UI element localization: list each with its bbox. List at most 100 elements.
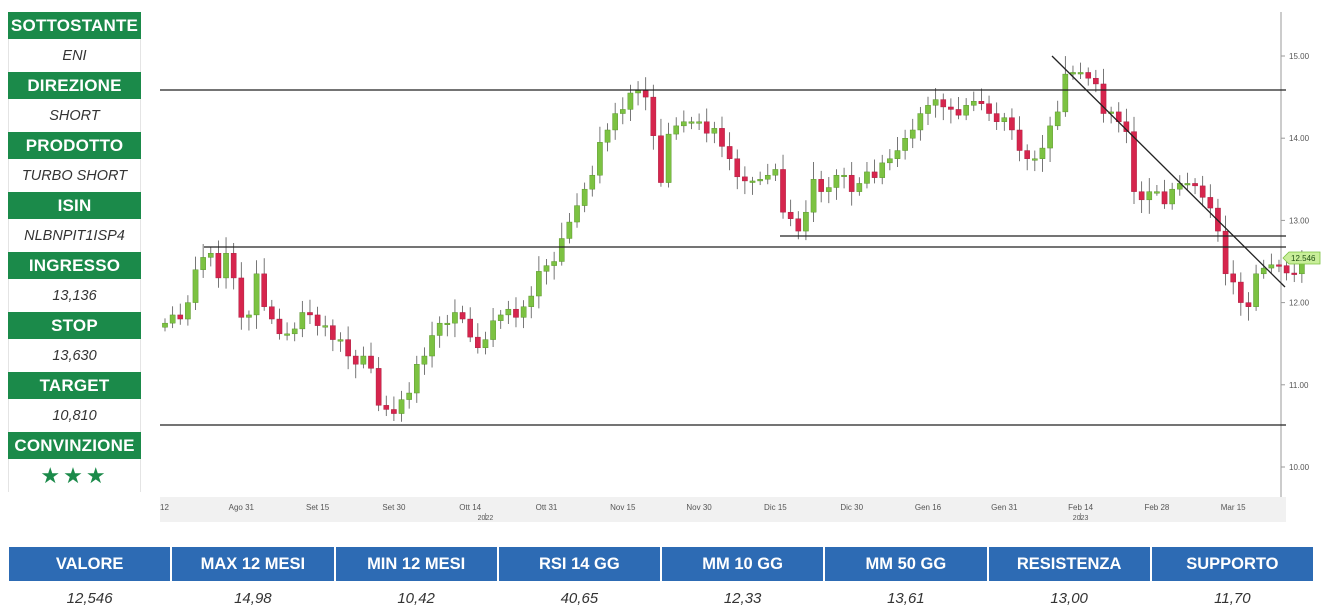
candle-body (757, 179, 763, 182)
last-price-label: 12.546 (1291, 254, 1316, 263)
candle-up (803, 200, 809, 241)
candle-body (620, 109, 626, 114)
year-label: 2023 (1073, 515, 1089, 522)
stat-value: 14,98 (172, 581, 334, 616)
candle-down (993, 102, 1000, 130)
candle-down (345, 326, 351, 370)
candle-up (879, 154, 886, 185)
candle-down (1238, 272, 1244, 316)
candle-body (352, 355, 359, 365)
candle-up (902, 129, 908, 160)
x-tick-label: Nov 30 (686, 503, 712, 512)
candle-body (772, 169, 779, 176)
candle-up (711, 121, 718, 144)
candle-body (902, 137, 908, 151)
y-tick-label: 10.00 (1289, 463, 1310, 472)
candle-down (215, 240, 222, 288)
candle-up (681, 110, 687, 133)
candle-up (963, 98, 969, 121)
candle-body (490, 320, 496, 340)
candle-body (1238, 281, 1244, 303)
candle-body (826, 187, 832, 192)
candle-body (284, 333, 290, 336)
candle-down (352, 349, 359, 379)
candle-up (1253, 264, 1259, 311)
candle-body (452, 312, 458, 324)
candle-up (925, 96, 931, 126)
candle-body (833, 174, 840, 188)
candle-up (551, 251, 557, 280)
candle-up (436, 316, 443, 348)
candle-body (711, 128, 718, 134)
candle-body (764, 174, 771, 180)
candle-body (1253, 273, 1259, 307)
candle-down (742, 166, 748, 195)
candle-body (780, 169, 786, 213)
candle-down (719, 116, 725, 158)
candle-up (162, 318, 168, 332)
stat-header: MM 50 GG (825, 547, 987, 581)
candle-down (475, 323, 481, 354)
direction-value: SHORT (8, 99, 141, 132)
stat-value: 13,00 (988, 581, 1150, 616)
candle-body (970, 101, 977, 106)
candle-body (993, 113, 1000, 122)
candle-up (299, 300, 306, 338)
candle-body (681, 121, 687, 127)
candle-down (230, 243, 237, 290)
candle-up (398, 390, 405, 422)
candle-body (520, 306, 527, 318)
candle-body (604, 129, 611, 143)
candle-down (795, 211, 802, 240)
stats-col-rsi: RSI 14 GG 40,65 (498, 547, 660, 616)
entry-value: 13,136 (8, 279, 141, 312)
candle-down (330, 319, 336, 352)
candle-body (1100, 83, 1107, 114)
candle-up (635, 81, 641, 106)
candle-up (1260, 259, 1267, 279)
stats-col-min: MIN 12 MESI 10,42 (335, 547, 497, 616)
candle-down (1115, 102, 1122, 133)
candle-up (1054, 100, 1061, 130)
stat-header: MM 10 GG (662, 547, 824, 581)
candle-body (1260, 267, 1267, 275)
x-tick-label: Dic 30 (840, 503, 863, 512)
candle-down (1016, 116, 1023, 162)
candle-down (986, 95, 992, 121)
candle-body (185, 302, 191, 320)
candle-body (1047, 125, 1053, 149)
candle-down (871, 159, 878, 184)
stats-table: VALORE 12,546 MAX 12 MESI 14,98 MIN 12 M… (9, 547, 1313, 616)
candle-up (452, 299, 458, 338)
candle-body (1093, 77, 1099, 85)
candle-body (963, 105, 969, 116)
candle-up (597, 126, 603, 184)
candle-body (475, 336, 481, 349)
candle-up (1047, 116, 1053, 163)
candle-body (1131, 131, 1137, 192)
candle-up (833, 169, 840, 200)
candle-down (978, 88, 985, 111)
candle-up (497, 309, 504, 329)
candle-down (787, 199, 794, 227)
candle-body (421, 355, 428, 365)
stat-header: RSI 14 GG (498, 547, 660, 581)
stat-header: RESISTENZA (988, 547, 1150, 581)
candle-up (772, 163, 779, 181)
candle-down (269, 299, 275, 324)
conviction-rating: ★★★ (8, 459, 141, 492)
candle-down (818, 170, 824, 203)
candle-body (261, 273, 267, 307)
candle-up (413, 355, 420, 403)
candle-up (482, 331, 489, 355)
candle-body (810, 179, 817, 213)
candle-body (742, 176, 748, 182)
candle-body (375, 368, 382, 406)
stat-header: MAX 12 MESI (172, 547, 334, 581)
candle-body (322, 325, 329, 328)
candle-body (192, 269, 199, 303)
candle-up (1146, 178, 1153, 214)
stat-value: 40,65 (498, 581, 660, 616)
x-tick-label: Feb 14 (1068, 503, 1093, 512)
candle-body (238, 277, 245, 318)
